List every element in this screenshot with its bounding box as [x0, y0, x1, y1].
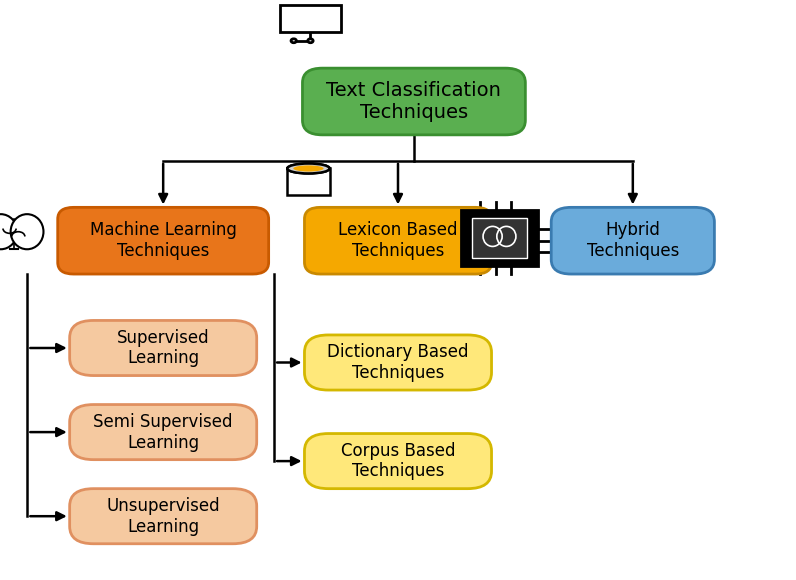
FancyBboxPatch shape: [287, 168, 330, 195]
FancyBboxPatch shape: [302, 68, 525, 135]
Text: Hybrid
Techniques: Hybrid Techniques: [587, 222, 679, 260]
Text: Text Classification
Techniques: Text Classification Techniques: [326, 81, 501, 122]
FancyBboxPatch shape: [472, 218, 527, 258]
FancyBboxPatch shape: [305, 434, 491, 488]
FancyBboxPatch shape: [70, 405, 256, 459]
Text: Semi Supervised
Learning: Semi Supervised Learning: [93, 413, 233, 451]
FancyBboxPatch shape: [70, 320, 256, 376]
FancyBboxPatch shape: [280, 5, 341, 32]
Text: Machine Learning
Techniques: Machine Learning Techniques: [90, 222, 236, 260]
Ellipse shape: [287, 164, 330, 173]
FancyBboxPatch shape: [70, 488, 256, 544]
Text: Dictionary Based
Techniques: Dictionary Based Techniques: [327, 343, 469, 382]
Text: Supervised
Learning: Supervised Learning: [117, 329, 209, 367]
FancyBboxPatch shape: [461, 210, 537, 266]
Ellipse shape: [293, 165, 323, 172]
Circle shape: [291, 39, 296, 43]
FancyBboxPatch shape: [551, 208, 715, 274]
FancyBboxPatch shape: [57, 208, 269, 274]
Circle shape: [308, 39, 313, 43]
Text: Unsupervised
Learning: Unsupervised Learning: [107, 497, 220, 535]
FancyBboxPatch shape: [305, 335, 491, 390]
Text: Lexicon Based
Techniques: Lexicon Based Techniques: [338, 222, 458, 260]
FancyBboxPatch shape: [305, 208, 491, 274]
Ellipse shape: [10, 214, 44, 249]
Ellipse shape: [287, 164, 330, 173]
Text: Corpus Based
Techniques: Corpus Based Techniques: [341, 442, 455, 480]
Ellipse shape: [0, 214, 18, 249]
